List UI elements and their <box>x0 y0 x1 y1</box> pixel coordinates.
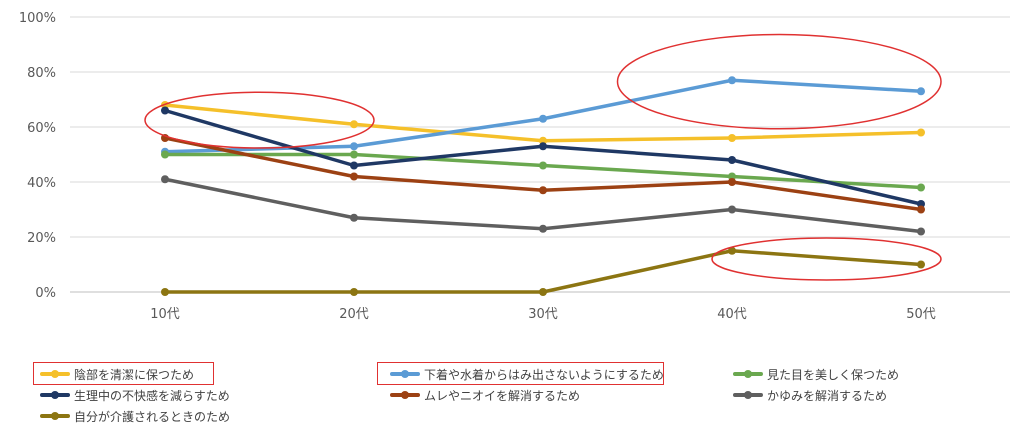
series-lines <box>161 76 925 296</box>
data-point <box>917 87 925 96</box>
data-point <box>728 205 736 214</box>
data-point <box>917 183 925 192</box>
data-point <box>917 205 925 214</box>
data-point <box>539 114 547 123</box>
data-point <box>350 120 358 129</box>
data-point <box>917 128 925 137</box>
x-axis-ticks: 10代 20代 30代 40代 50代 <box>150 307 936 322</box>
y-tick-label: 80% <box>27 66 56 81</box>
data-point <box>161 106 169 115</box>
y-axis-ticks: 0% 20% 40% 60% 80% 100% <box>19 11 56 301</box>
y-tick-label: 20% <box>27 231 56 246</box>
data-point <box>539 186 547 195</box>
data-point <box>161 175 169 184</box>
x-tick-label: 50代 <box>906 307 936 322</box>
data-point <box>161 288 169 296</box>
data-point <box>728 156 736 164</box>
y-tick-label: 40% <box>27 176 56 191</box>
x-tick-label: 30代 <box>528 307 558 322</box>
x-tick-label: 20代 <box>339 307 369 322</box>
x-tick-label: 40代 <box>717 307 747 322</box>
data-point <box>728 76 736 85</box>
annotation-ellipse <box>711 237 942 281</box>
data-point <box>917 200 925 208</box>
data-point <box>539 161 547 170</box>
data-point <box>350 213 358 222</box>
annotation-ellipse <box>616 33 942 130</box>
data-point <box>539 136 547 145</box>
x-tick-label: 10代 <box>150 307 180 322</box>
data-point <box>728 246 736 255</box>
data-point <box>728 134 736 142</box>
y-tick-label: 60% <box>27 121 56 136</box>
data-point <box>728 178 736 186</box>
series-line <box>163 249 923 294</box>
data-point <box>350 161 358 170</box>
y-tick-label: 100% <box>19 11 56 26</box>
data-point <box>539 224 547 233</box>
data-point <box>539 288 547 296</box>
data-point <box>539 142 547 151</box>
data-point <box>350 172 358 181</box>
data-point <box>728 172 736 181</box>
data-point <box>350 150 358 159</box>
data-point <box>917 227 925 236</box>
data-point <box>350 142 358 151</box>
data-point <box>917 260 925 269</box>
data-point <box>350 288 358 296</box>
annotation-ellipses <box>144 33 942 281</box>
annotation-ellipse <box>144 91 375 149</box>
series-line <box>163 103 923 143</box>
y-tick-label: 0% <box>35 286 56 301</box>
data-point <box>161 150 169 159</box>
